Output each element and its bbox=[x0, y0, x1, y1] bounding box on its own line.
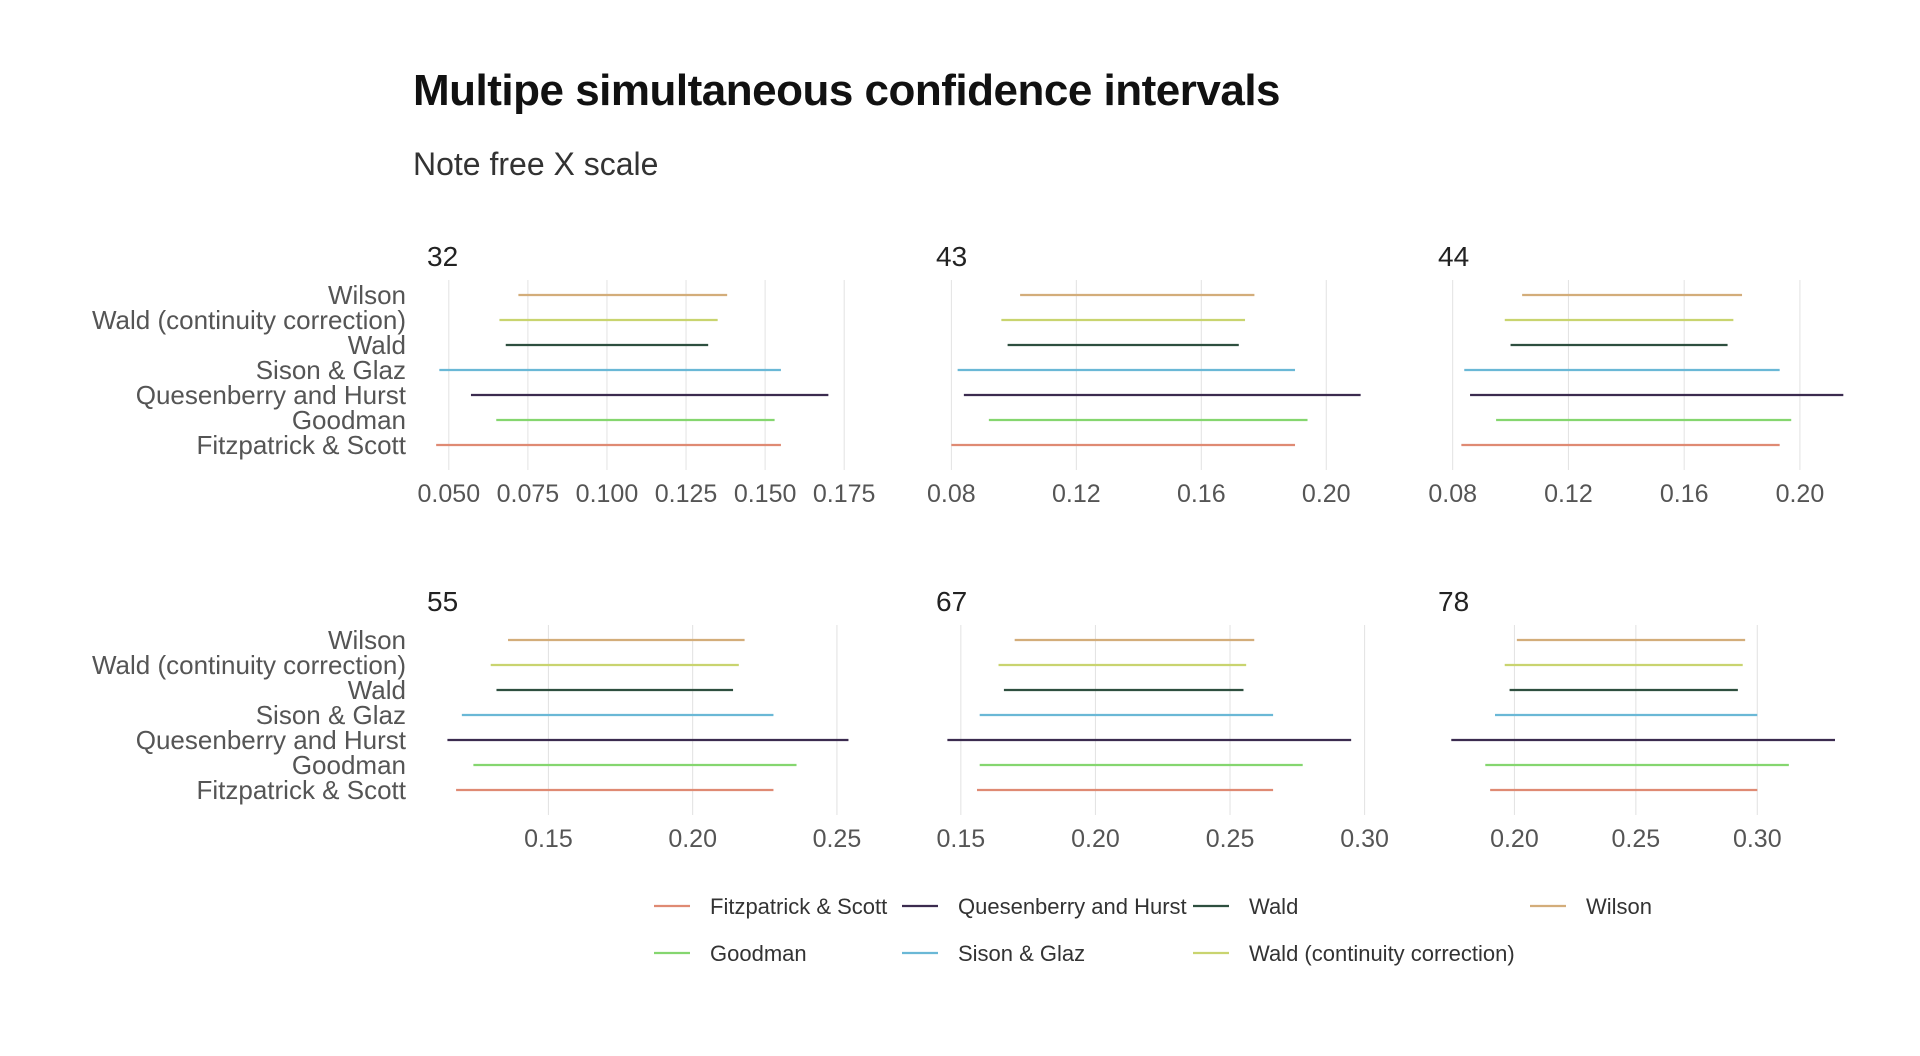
x-tick-label: 0.25 bbox=[1206, 825, 1255, 853]
x-tick-label: 0.125 bbox=[655, 480, 718, 508]
y-tick-label: Fitzpatrick & Scott bbox=[197, 775, 407, 805]
y-tick-label: Goodman bbox=[292, 405, 406, 435]
x-tick-label: 0.08 bbox=[927, 480, 976, 508]
y-tick-label: Sison & Glaz bbox=[256, 700, 406, 730]
y-tick-label: Fitzpatrick & Scott bbox=[197, 430, 407, 460]
y-tick-label: Wilson bbox=[328, 280, 406, 310]
x-tick-label: 0.25 bbox=[1612, 825, 1661, 853]
panel-label: 32 bbox=[427, 241, 458, 272]
y-tick-label: Wald bbox=[348, 675, 406, 705]
chart-title: Multipe simultaneous confidence interval… bbox=[413, 66, 1281, 115]
x-tick-label: 0.16 bbox=[1660, 480, 1709, 508]
x-tick-label: 0.25 bbox=[813, 825, 862, 853]
x-tick-label: 0.175 bbox=[813, 480, 876, 508]
legend-label: Fitzpatrick & Scott bbox=[710, 894, 887, 919]
legend-label: Goodman bbox=[710, 941, 807, 966]
panel-label: 78 bbox=[1438, 586, 1469, 617]
panel-44: 44 0.08 0.12 0.16 0.20 bbox=[1428, 241, 1844, 508]
panel-label: 43 bbox=[936, 241, 967, 272]
y-tick-label: Wilson bbox=[328, 625, 406, 655]
x-tick-label: 0.12 bbox=[1544, 480, 1593, 508]
chart-subtitle: Note free X scale bbox=[413, 146, 659, 182]
legend-label: Quesenberry and Hurst bbox=[958, 894, 1187, 919]
x-tick-label: 0.20 bbox=[1776, 480, 1825, 508]
y-tick-label: Quesenberry and Hurst bbox=[136, 380, 407, 410]
y-tick-label: Quesenberry and Hurst bbox=[136, 725, 407, 755]
x-tick-label: 0.16 bbox=[1177, 480, 1226, 508]
panel-43: 43 0.08 0.12 0.16 0.20 bbox=[927, 241, 1361, 508]
panel-78: 78 0.20 0.25 0.30 bbox=[1438, 586, 1835, 853]
x-tick-label: 0.08 bbox=[1428, 480, 1477, 508]
panel-67: 67 0.15 0.20 0.25 0.30 bbox=[936, 586, 1389, 853]
x-tick-label: 0.20 bbox=[668, 825, 717, 853]
y-tick-label: Goodman bbox=[292, 750, 406, 780]
legend-label: Wald bbox=[1249, 894, 1298, 919]
x-tick-label: 0.30 bbox=[1733, 825, 1782, 853]
x-tick-label: 0.20 bbox=[1071, 825, 1120, 853]
panel-label: 44 bbox=[1438, 241, 1469, 272]
x-tick-label: 0.150 bbox=[734, 480, 797, 508]
x-tick-label: 0.100 bbox=[576, 480, 639, 508]
x-tick-label: 0.20 bbox=[1302, 480, 1351, 508]
panel-32: 320.050 0.075 0.100 0.125 0.150 0.175WilsonWa… bbox=[92, 241, 875, 508]
x-tick-label: 0.12 bbox=[1052, 480, 1101, 508]
x-tick-label: 0.30 bbox=[1340, 825, 1389, 853]
x-tick-label: 0.20 bbox=[1490, 825, 1539, 853]
legend-label: Wald (continuity correction) bbox=[1249, 941, 1515, 966]
x-tick-label: 0.075 bbox=[497, 480, 560, 508]
y-tick-label: Sison & Glaz bbox=[256, 355, 406, 385]
x-tick-label: 0.050 bbox=[418, 480, 481, 508]
x-tick-label: 0.15 bbox=[524, 825, 573, 853]
y-tick-label: Wald bbox=[348, 330, 406, 360]
legend-label: Sison & Glaz bbox=[958, 941, 1085, 966]
panel-label: 55 bbox=[427, 586, 458, 617]
y-tick-label: Wald (continuity correction) bbox=[92, 305, 406, 335]
x-tick-label: 0.15 bbox=[937, 825, 986, 853]
y-tick-label: Wald (continuity correction) bbox=[92, 650, 406, 680]
legend-label: Wilson bbox=[1586, 894, 1652, 919]
legend: Fitzpatrick & Scott Quesenberry and Hurst… bbox=[654, 894, 1652, 966]
panel-label: 67 bbox=[936, 586, 967, 617]
